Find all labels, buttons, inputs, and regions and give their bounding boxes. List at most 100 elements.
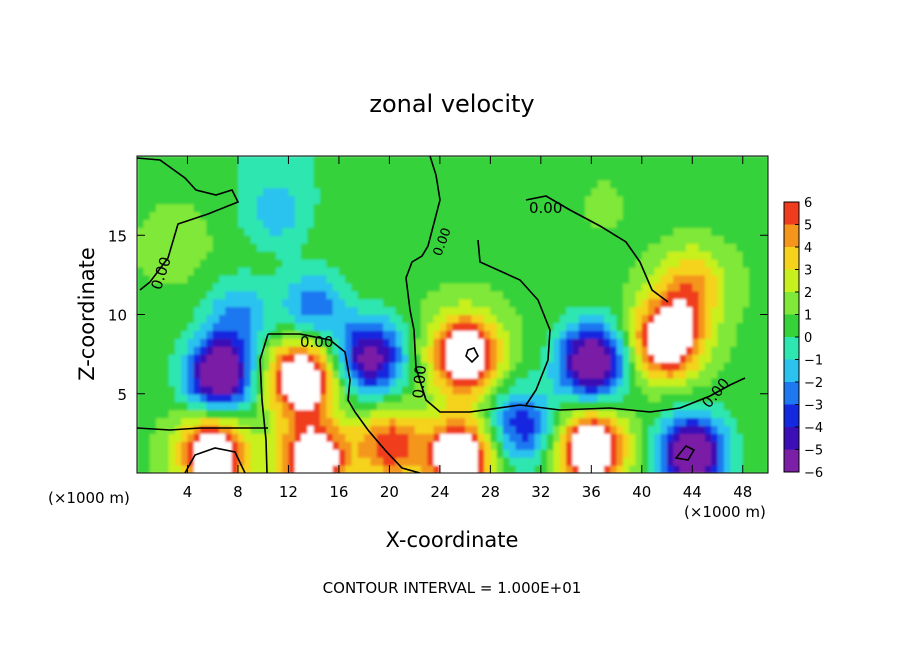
heatmap-cell — [509, 171, 517, 181]
heatmap-cell — [755, 322, 763, 331]
heatmap-cell — [275, 290, 283, 300]
heatmap-cell — [244, 417, 252, 427]
heatmap-cell — [566, 259, 573, 268]
heatmap-cell — [383, 354, 390, 363]
heatmap-cell — [736, 330, 744, 339]
heatmap-cell — [452, 346, 460, 355]
heatmap-cell — [389, 457, 397, 466]
heatmap-cell — [162, 322, 170, 331]
heatmap-cell — [395, 156, 403, 165]
heatmap-cell — [263, 354, 271, 363]
heatmap-cell — [540, 433, 548, 442]
heatmap-cell — [755, 385, 763, 395]
heatmap-cell — [534, 433, 542, 442]
heatmap-cell — [269, 235, 277, 244]
heatmap-cell — [755, 369, 763, 379]
heatmap-cell — [219, 409, 226, 419]
heatmap-cell — [723, 393, 731, 403]
heatmap-cell — [256, 195, 264, 205]
heatmap-cell — [389, 243, 397, 252]
heatmap-cell — [711, 259, 719, 268]
heatmap-cell — [730, 282, 738, 292]
heatmap-cell — [578, 306, 586, 316]
heatmap-cell — [742, 259, 750, 268]
heatmap-cell — [673, 306, 681, 316]
heatmap-cell — [660, 187, 668, 197]
heatmap-cell — [200, 251, 208, 260]
heatmap-cell — [622, 362, 630, 371]
heatmap-cell — [319, 251, 327, 260]
heatmap-cell — [212, 251, 220, 260]
heatmap-cell — [673, 433, 681, 442]
heatmap-cell — [319, 377, 327, 387]
heatmap-cell — [490, 385, 498, 395]
heatmap-cell — [597, 259, 605, 268]
heatmap-cell — [357, 457, 365, 466]
heatmap-cell — [603, 195, 611, 205]
heatmap-cell — [288, 187, 296, 197]
heatmap-cell — [578, 433, 586, 442]
heatmap-cell — [168, 314, 176, 324]
heatmap-cell — [187, 251, 195, 260]
heatmap-cell — [326, 163, 334, 173]
heatmap-cell — [742, 187, 750, 197]
heatmap-cell — [622, 385, 630, 395]
heatmap-cell — [534, 211, 542, 220]
heatmap-cell — [338, 171, 346, 181]
heatmap-cell — [692, 338, 700, 347]
heatmap-cell — [528, 362, 536, 371]
heatmap-cell — [603, 465, 611, 473]
heatmap-cell — [155, 457, 163, 466]
heatmap-cell — [389, 346, 397, 355]
heatmap-cell — [288, 171, 296, 181]
heatmap-cell — [667, 322, 674, 331]
heatmap-cell — [521, 227, 529, 236]
heatmap-cell — [521, 219, 529, 228]
heatmap-cell — [237, 227, 245, 236]
colorbar-tick-label: −6 — [804, 466, 823, 481]
heatmap-cell — [212, 179, 220, 189]
heatmap-cell — [528, 266, 536, 276]
heatmap-cell — [742, 425, 750, 434]
heatmap-cell — [521, 346, 529, 355]
heatmap-cell — [433, 417, 441, 427]
heatmap-cell — [250, 156, 258, 165]
heatmap-cell — [244, 187, 252, 197]
heatmap-cell — [458, 425, 466, 434]
heatmap-cell — [736, 187, 744, 197]
heatmap-cell — [452, 441, 460, 450]
heatmap-cell — [332, 187, 340, 197]
heatmap-cell — [200, 441, 208, 450]
colorbar-tick-label: 0 — [804, 331, 812, 346]
heatmap-cell — [395, 354, 403, 363]
heatmap-cell — [566, 449, 573, 458]
heatmap-cell — [439, 369, 447, 379]
heatmap-cell — [553, 369, 561, 379]
heatmap-cell — [597, 187, 605, 197]
heatmap-cell — [402, 362, 409, 371]
heatmap-cell — [521, 306, 529, 316]
heatmap-cell — [591, 417, 599, 427]
heatmap-cell — [572, 306, 580, 316]
heatmap-cell — [256, 211, 264, 220]
heatmap-cell — [237, 425, 245, 434]
heatmap-cell — [326, 171, 334, 181]
heatmap-cell — [622, 274, 630, 284]
heatmap-cell — [143, 274, 151, 284]
heatmap-cell — [383, 417, 390, 427]
heatmap-cell — [219, 290, 226, 300]
heatmap-cell — [534, 195, 542, 205]
heatmap-cell — [742, 203, 750, 213]
heatmap-cell — [433, 401, 441, 411]
heatmap-cell — [408, 330, 416, 339]
heatmap-cell — [219, 219, 226, 228]
heatmap-cell — [288, 266, 296, 276]
heatmap-cell — [319, 306, 327, 316]
heatmap-cell — [319, 314, 327, 324]
heatmap-cell — [755, 433, 763, 442]
heatmap-cell — [446, 322, 454, 331]
heatmap-cell — [585, 163, 592, 173]
heatmap-cell — [200, 290, 208, 300]
heatmap-cell — [736, 195, 744, 205]
heatmap-cell — [275, 306, 283, 316]
